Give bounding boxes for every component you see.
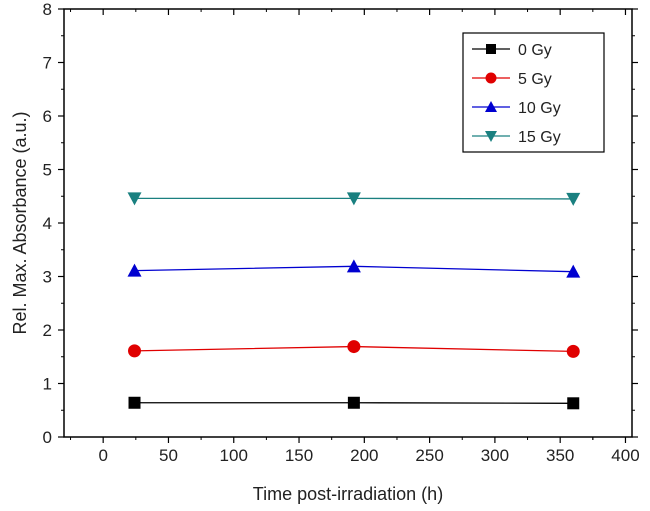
legend-item: 0 Gy bbox=[472, 42, 552, 59]
marker-circle bbox=[128, 344, 142, 358]
x-tick-label: 400 bbox=[611, 446, 639, 465]
y-tick-label: 7 bbox=[43, 54, 52, 73]
series-0-gy bbox=[128, 396, 580, 410]
marker-square bbox=[347, 396, 360, 409]
legend: 0 Gy 5 Gy 10 Gy 15 Gy bbox=[462, 32, 605, 153]
marker-square bbox=[128, 396, 141, 409]
x-tick-label: 0 bbox=[98, 446, 107, 465]
y-tick-label: 0 bbox=[43, 428, 52, 447]
marker-triangle-up bbox=[346, 259, 361, 273]
y-axis-label: Rel. Max. Absorbance (a.u.) bbox=[10, 111, 30, 334]
x-tick-label: 250 bbox=[415, 446, 443, 465]
y-tick-label: 2 bbox=[43, 321, 52, 340]
y-tick-label: 1 bbox=[43, 375, 52, 394]
marker-triangle-up bbox=[566, 264, 581, 278]
marker-square bbox=[486, 44, 496, 54]
legend-label: 5 Gy bbox=[518, 71, 552, 88]
legend-item: 5 Gy bbox=[472, 71, 552, 88]
series-15-gy bbox=[127, 192, 581, 206]
marker-triangle-down bbox=[485, 131, 497, 142]
legend-label: 0 Gy bbox=[518, 42, 552, 59]
y-tick-label: 6 bbox=[43, 107, 52, 126]
y-tick-label: 5 bbox=[43, 161, 52, 180]
marker-triangle-up bbox=[127, 263, 142, 277]
legend-label: 10 Gy bbox=[518, 100, 561, 117]
x-tick-label: 50 bbox=[159, 446, 178, 465]
legend-label: 15 Gy bbox=[518, 129, 561, 146]
legend-item: 10 Gy bbox=[472, 100, 561, 117]
y-tick-label: 3 bbox=[43, 268, 52, 287]
x-tick-label: 100 bbox=[220, 446, 248, 465]
marker-triangle-up bbox=[485, 101, 497, 112]
x-tick-label: 150 bbox=[285, 446, 313, 465]
x-tick-label: 300 bbox=[481, 446, 509, 465]
series-5-gy bbox=[128, 340, 580, 358]
marker-circle bbox=[347, 340, 361, 354]
legend-item: 15 Gy bbox=[472, 129, 561, 146]
marker-triangle-down bbox=[127, 192, 142, 206]
x-tick-label: 350 bbox=[546, 446, 574, 465]
x-axis-label: Time post-irradiation (h) bbox=[253, 484, 443, 504]
y-tick-label: 4 bbox=[43, 214, 52, 233]
marker-triangle-down bbox=[566, 192, 581, 206]
series-10-gy bbox=[127, 259, 581, 278]
marker-circle bbox=[566, 344, 580, 358]
x-tick-label: 200 bbox=[350, 446, 378, 465]
marker-circle bbox=[485, 72, 497, 84]
marker-square bbox=[567, 397, 580, 410]
y-tick-label: 8 bbox=[43, 0, 52, 19]
marker-triangle-down bbox=[346, 192, 361, 206]
